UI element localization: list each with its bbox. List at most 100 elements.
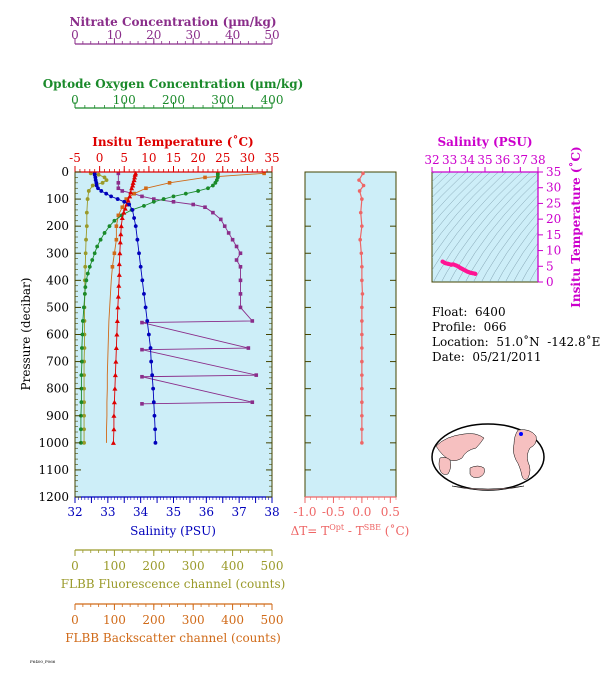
data-point-nitrate [238,251,243,256]
data-point-backscatter [114,224,119,228]
dt-point [360,332,364,337]
data-point-fluor [104,178,109,183]
data-point-backscatter [114,237,119,242]
density-contour [432,172,475,216]
data-point-oxygen [80,319,85,323]
temperature-axis-label: Insitu Temperature (˚C) [92,134,253,149]
data-point-backscatter [110,264,115,269]
dt-axis-label: ΔT= TOpt - TSBE (˚C) [291,523,410,538]
fluorescence-ticks: 0 100 200 300 400 500 [71,550,283,573]
data-point-backscatter [144,186,148,191]
profile-panel-background [74,171,273,498]
data-point-nitrate [234,244,239,249]
data-point-backscatter [124,197,129,201]
data-point-oxygen [107,224,112,229]
data-point-temperature [111,426,117,432]
tick-label: 37 [513,153,528,167]
tick-label: 25 [546,196,561,210]
data-point-nitrate [238,305,243,310]
density-contour [432,172,483,226]
tick-label: 5 [120,151,128,165]
data-point-nitrate [238,264,243,269]
nitrate-ticks: 0 10 20 30 40 50 [71,28,280,44]
data-point-nitrate [140,402,144,406]
tick-label: 100 [46,192,69,206]
data-point-temperature [117,250,123,256]
dt-point [361,171,365,176]
profile-panel [74,170,273,498]
dt-panel-background [304,171,397,498]
data-point-temperature [128,189,134,195]
data-point-temperature [119,215,125,221]
tick-label: 800 [46,382,69,396]
data-point-oxygen [87,264,92,269]
data-point-oxygen [151,199,156,204]
pressure-ticks: 0 100 200 300 400 500 600 700 800 900 1000 1100 1200 [38,165,272,504]
dt-point [360,197,364,201]
density-contour [505,231,538,282]
dt-point [360,386,364,391]
data-point-fluor [82,427,86,432]
tick-label: 700 [46,355,69,369]
data-point-nitrate [218,217,223,222]
tick-label: 15 [546,228,561,242]
tick-label: 200 [162,93,185,107]
data-point-nitrate [140,347,144,352]
data-point-oxygen [85,271,90,276]
data-point-temperature [118,223,124,229]
data-point-nitrate [152,197,156,201]
data-point-salinity [151,400,156,405]
data-point-nitrate [238,292,243,296]
data-point-salinity [150,373,155,378]
data-point-salinity [151,386,156,391]
fluorescence-axis-label: FLBB Fluorescence channel (counts) [61,577,286,591]
data-point-nitrate [254,373,259,377]
data-point-nitrate [140,194,144,199]
density-contour [481,203,538,282]
dt-point [360,264,364,269]
data-point-backscatter [116,213,121,218]
data-point-fluor [90,183,95,188]
data-point-fluor [82,413,86,418]
map-land-africa [438,457,451,475]
dt-point [360,441,364,445]
tick-label: 300 [46,246,69,260]
float-info: Float: 6400 Profile: 066 Location: 51.0˚… [432,305,600,365]
data-point-salinity [149,359,154,364]
tick-label: 500 [46,300,69,314]
data-point-nitrate [230,237,235,242]
data-point-oxygen [161,197,166,201]
tick-label: 36 [199,505,214,519]
data-point-oxygen [92,251,97,256]
tick-label: -5 [69,151,81,165]
tick-label: 900 [46,409,69,423]
density-contour [497,221,538,282]
density-contour [513,242,538,282]
data-point-salinity [138,264,143,269]
tick-label: 300 [182,559,205,573]
tick-label: 0 [61,165,69,179]
data-point-temperature [111,399,117,405]
data-point-salinity [140,278,145,283]
ts-data-points [440,259,478,276]
data-point-oxygen [80,332,85,337]
data-point-salinity [99,189,104,193]
data-point-temperature [113,345,119,351]
tick-label: 0 [71,613,79,627]
dt-point [357,178,361,182]
data-point-nitrate [222,224,227,228]
dt-point [360,319,364,323]
tick-label: 15 [166,151,181,165]
data-point-nitrate [116,181,121,185]
profile-number: Profile: 066 [432,320,507,334]
nitrate-axis: 0 10 20 30 40 50 Nitrate Concentration (µm/kg… [69,15,280,45]
data-point-temperature [110,440,116,445]
data-point-oxygen [84,278,89,283]
tick-label: 400 [221,559,244,573]
data-point-backscatter [132,191,136,196]
tick-label: 35 [546,165,561,179]
backscatter-ticks: 0 100 200 300 400 500 [71,604,283,627]
tick-label: 20 [146,28,161,42]
